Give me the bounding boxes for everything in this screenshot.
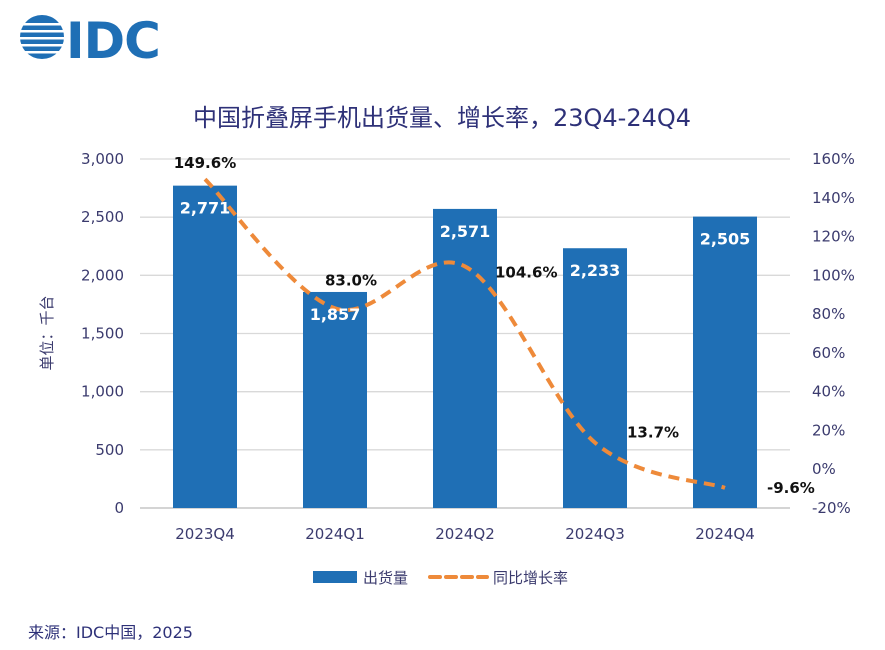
y-right-tick: 20% bbox=[812, 421, 845, 439]
bar-value-label: 2,505 bbox=[700, 230, 751, 249]
bar-value-label: 2,571 bbox=[440, 222, 491, 241]
logo-text: IDC bbox=[66, 12, 160, 70]
globe-icon bbox=[14, 15, 72, 59]
x-tick: 2024Q4 bbox=[695, 525, 755, 543]
idc-logo: IDC bbox=[14, 12, 161, 70]
bar bbox=[173, 185, 237, 509]
line-value-label: 13.7% bbox=[627, 424, 679, 442]
line-value-label: 104.6% bbox=[495, 263, 557, 281]
line-value-label: 149.6% bbox=[174, 154, 236, 172]
y-left-tick: 0 bbox=[114, 499, 124, 517]
legend-bar-swatch bbox=[313, 571, 357, 583]
line-value-label: -9.6% bbox=[767, 479, 815, 497]
y-left-tick: 2,500 bbox=[81, 208, 124, 226]
globe-stripe bbox=[14, 37, 72, 40]
x-tick: 2024Q3 bbox=[565, 525, 625, 543]
bar bbox=[303, 291, 367, 508]
y-left-tick: 1,000 bbox=[81, 383, 124, 401]
y-right-tick: 40% bbox=[812, 383, 845, 401]
bar bbox=[693, 216, 757, 508]
y-right-tick: 60% bbox=[812, 344, 845, 362]
y-right-tick: 160% bbox=[812, 150, 855, 168]
globe-stripe bbox=[14, 30, 72, 33]
globe-stripe bbox=[14, 51, 72, 54]
bar-value-label: 2,771 bbox=[180, 199, 231, 218]
legend: 出货量 同比增长率 bbox=[313, 569, 568, 587]
y-right-tick: 100% bbox=[812, 266, 855, 284]
y-axis-label: 单位：千台 bbox=[38, 295, 56, 370]
y-right-tick: -20% bbox=[812, 499, 851, 517]
x-tick: 2024Q1 bbox=[305, 525, 365, 543]
legend-line-label: 同比增长率 bbox=[493, 569, 568, 587]
y-left-tick: 2,000 bbox=[81, 266, 124, 284]
bar-value-label: 2,233 bbox=[570, 261, 621, 280]
x-tick: 2023Q4 bbox=[175, 525, 235, 543]
line-value-label: 83.0% bbox=[325, 271, 377, 289]
y-right-tick: 0% bbox=[812, 460, 836, 478]
y-left-tick: 3,000 bbox=[81, 150, 124, 168]
y-left-tick: 500 bbox=[95, 441, 124, 459]
bar bbox=[563, 248, 627, 508]
globe-stripe bbox=[14, 23, 72, 26]
y-right-tick: 80% bbox=[812, 305, 845, 323]
chart-title: 中国折叠屏手机出货量、增长率，23Q4-24Q4 bbox=[193, 104, 691, 132]
bar-value-label: 1,857 bbox=[310, 305, 361, 324]
x-tick: 2024Q2 bbox=[435, 525, 495, 543]
growth-rate-line bbox=[203, 177, 726, 490]
bar bbox=[433, 208, 497, 509]
legend-bar-label: 出货量 bbox=[363, 569, 408, 587]
y-left-tick: 1,500 bbox=[81, 325, 124, 343]
y-right-tick: 120% bbox=[812, 228, 855, 246]
y-right-tick: 140% bbox=[812, 189, 855, 207]
source-note: 来源：IDC中国，2025 bbox=[28, 623, 193, 642]
globe-stripe bbox=[14, 44, 72, 47]
